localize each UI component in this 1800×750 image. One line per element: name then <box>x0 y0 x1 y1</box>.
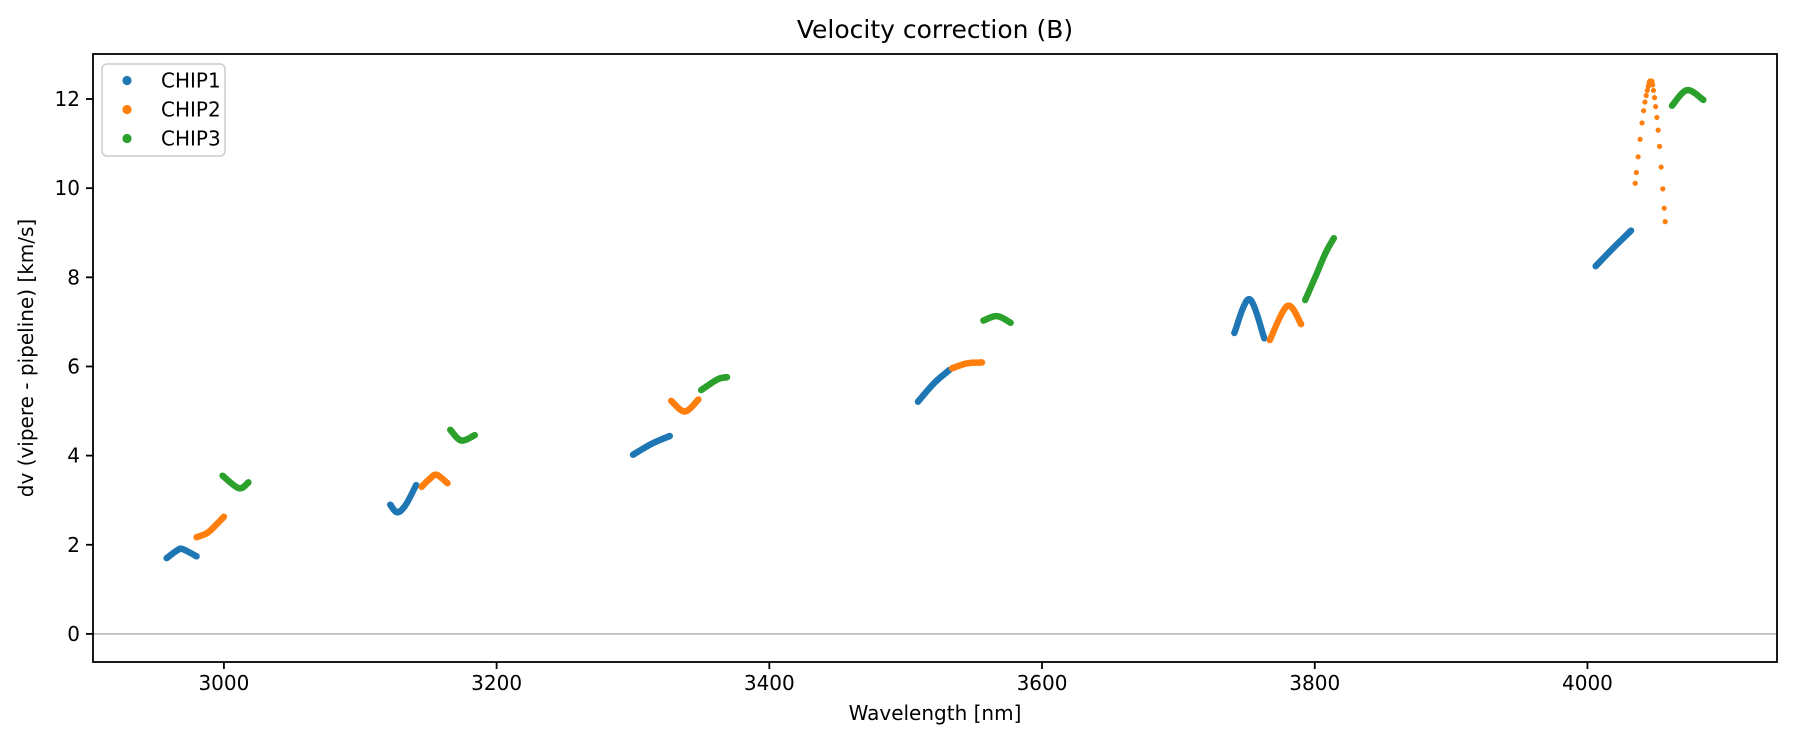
plot-spines <box>92 53 1778 663</box>
series-chip3 <box>219 86 1707 492</box>
data-point <box>1644 87 1650 94</box>
data-point <box>193 553 200 560</box>
data-point <box>1650 87 1657 94</box>
y-tick-label: 6 <box>67 354 80 378</box>
data-point <box>1330 234 1338 242</box>
x-tick-label: 3200 <box>471 671 522 695</box>
legend-marker-chip3-icon <box>122 133 132 144</box>
x-tick-label: 3400 <box>744 671 795 695</box>
data-point <box>695 396 702 403</box>
legend-box <box>101 63 226 157</box>
data-point <box>1007 319 1014 326</box>
x-axis-label: Wavelength [nm] <box>848 701 1022 725</box>
y-axis-label: dv (vipere - pipeline) [km/s] <box>14 218 38 498</box>
data-point <box>220 513 228 520</box>
y-tick-label: 4 <box>67 444 80 468</box>
data-point <box>723 373 731 381</box>
legend-label-chip3: CHIP3 <box>161 127 221 151</box>
x-tick-label: 3000 <box>198 671 249 695</box>
series-chip2 <box>193 78 1668 541</box>
legend-label-chip1: CHIP1 <box>161 69 221 93</box>
legend-marker-chip1-icon <box>122 75 132 86</box>
data-point <box>1653 104 1659 110</box>
data-point <box>1660 186 1666 192</box>
data-point <box>1651 95 1658 101</box>
data-point <box>444 480 451 487</box>
series-chip1 <box>163 227 1635 562</box>
data-point <box>1261 335 1268 342</box>
data-point <box>245 479 252 486</box>
data-point <box>412 481 420 489</box>
data-point <box>1700 96 1707 104</box>
y-tick-label: 2 <box>67 533 80 557</box>
data-point <box>1655 127 1661 133</box>
x-tick-label: 4000 <box>1562 671 1613 695</box>
x-tick-label: 3600 <box>1017 671 1068 695</box>
data-point <box>1627 227 1635 234</box>
data-point <box>1661 205 1667 211</box>
data-point <box>1635 154 1641 160</box>
data-point <box>1654 114 1660 121</box>
legend-label-chip2: CHIP2 <box>161 98 221 122</box>
data-point <box>1637 136 1643 142</box>
x-tick-label: 3800 <box>1289 671 1340 695</box>
data-point <box>1658 164 1664 170</box>
data-point <box>1642 99 1648 105</box>
data-point <box>1632 180 1638 186</box>
y-tick-label: 10 <box>55 176 80 200</box>
data-point <box>471 431 478 439</box>
data-point <box>1662 219 1668 225</box>
data-point <box>1650 82 1656 88</box>
y-tick-label: 0 <box>67 622 80 646</box>
chart-title: Velocity correction (B) <box>796 15 1074 44</box>
data-point <box>1297 320 1305 328</box>
y-tick-label: 12 <box>55 87 80 111</box>
data-point <box>978 359 986 366</box>
data-point <box>1643 92 1649 99</box>
data-point <box>1633 169 1639 176</box>
data-point <box>1656 143 1663 149</box>
data-point <box>1639 120 1645 126</box>
legend-marker-chip2-icon <box>122 104 132 115</box>
data-point <box>1641 108 1647 114</box>
y-tick-label: 8 <box>67 265 80 289</box>
data-point <box>666 432 673 440</box>
